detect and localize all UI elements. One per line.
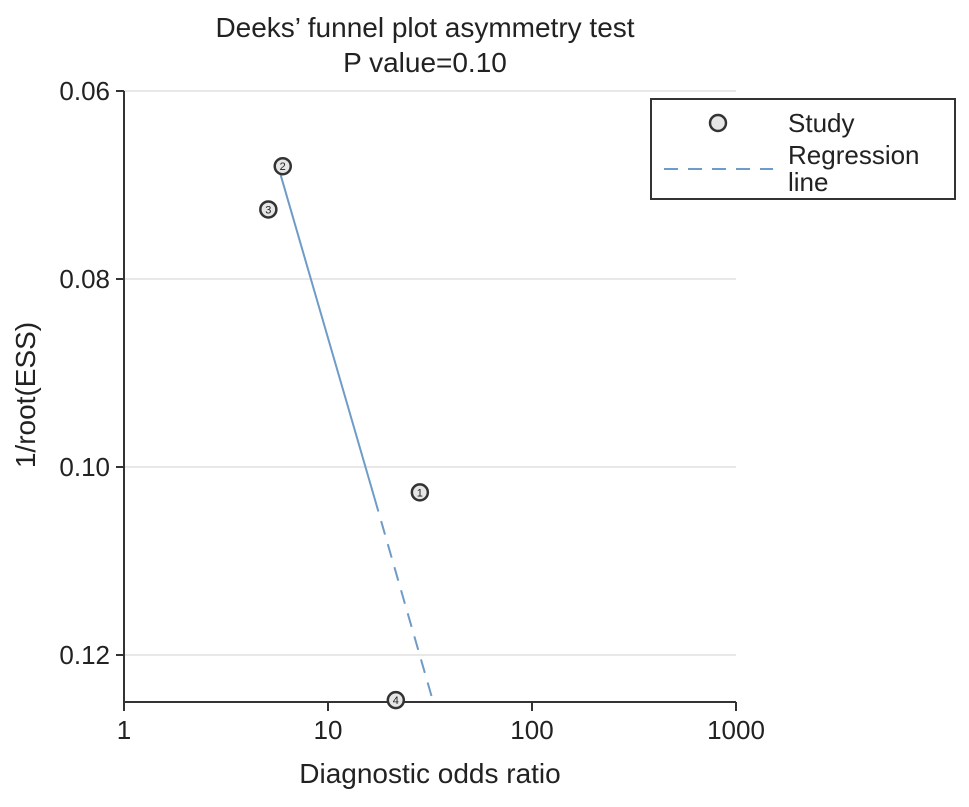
legend-regression-label: Regression — [788, 140, 920, 170]
regression-line-dashed — [373, 497, 433, 698]
chart-subtitle: P value=0.10 — [343, 47, 507, 78]
x-tick-label: 10 — [314, 715, 343, 745]
legend-study-label: Study — [788, 108, 855, 138]
legend-study-marker — [708, 113, 728, 133]
study-point — [386, 690, 406, 710]
chart-title: Deeks’ funnel plot asymmetry test — [215, 12, 634, 43]
legend-regression-label-2: line — [788, 167, 828, 197]
study-point — [410, 483, 430, 502]
legend-box — [650, 98, 956, 200]
study-point-label: 3 — [265, 204, 271, 216]
study-point-label: 1 — [417, 487, 423, 499]
x-tick-label: 100 — [510, 715, 553, 745]
y-axis-label: 1/root(ESS) — [10, 322, 41, 468]
study-point — [259, 200, 278, 219]
y-tick-label: 0.08 — [59, 264, 110, 294]
x-axis-label: Diagnostic odds ratio — [299, 758, 560, 789]
study-point-label: 2 — [280, 161, 286, 173]
y-tick-label: 0.10 — [59, 452, 110, 482]
x-tick-label: 1 — [117, 715, 131, 745]
regression-line-solid — [278, 171, 376, 499]
y-tick-label: 0.06 — [59, 76, 110, 106]
study-point-label: 4 — [393, 695, 399, 707]
study-point — [273, 156, 292, 176]
x-tick-label: 1000 — [707, 715, 765, 745]
legend: Study Regression line — [650, 98, 956, 200]
y-tick-label: 0.12 — [59, 640, 110, 670]
